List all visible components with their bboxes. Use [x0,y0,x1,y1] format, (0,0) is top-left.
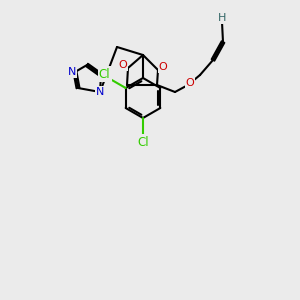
Text: Cl: Cl [99,68,110,80]
Text: O: O [159,62,167,72]
Text: O: O [118,60,127,70]
Text: H: H [218,13,226,23]
Text: N: N [68,67,76,77]
Text: Cl: Cl [137,136,149,148]
Text: N: N [96,87,104,97]
Text: O: O [186,78,194,88]
